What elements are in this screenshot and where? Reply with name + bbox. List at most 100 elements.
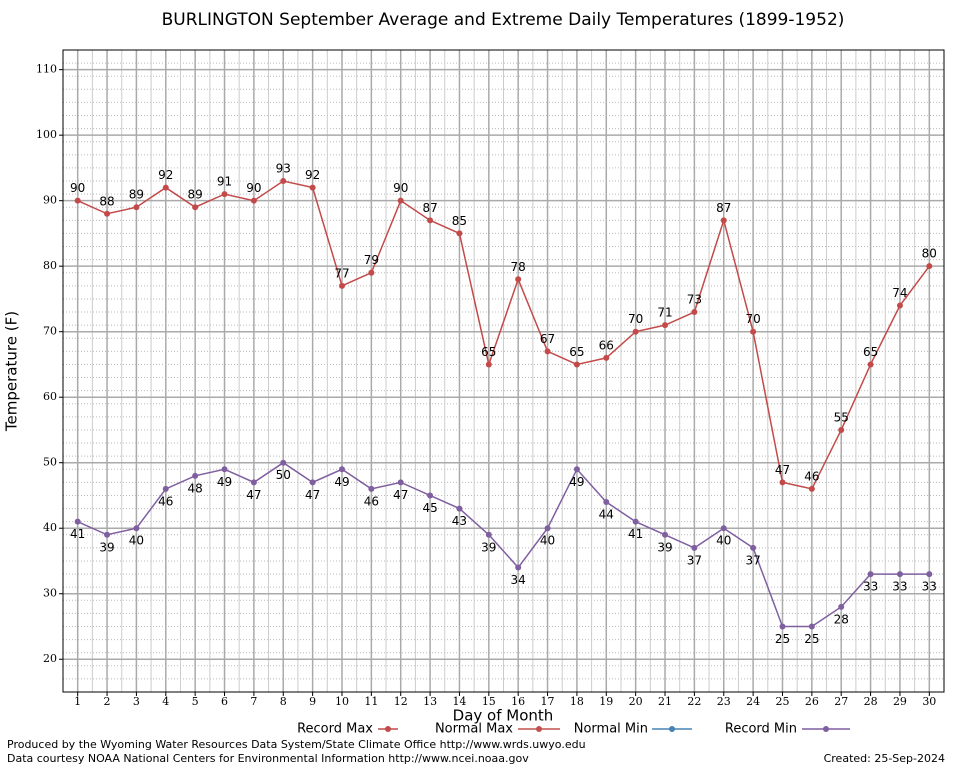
data-label: 74	[892, 286, 907, 300]
data-label: 45	[422, 501, 437, 515]
x-tick-label: 18	[570, 695, 584, 708]
x-tick-label: 22	[687, 695, 701, 708]
data-label: 39	[657, 540, 672, 554]
y-tick-label: 20	[43, 652, 57, 665]
x-tick-label: 14	[452, 695, 466, 708]
data-point	[74, 197, 81, 204]
x-tick-label: 21	[658, 695, 672, 708]
y-tick-label: 50	[43, 456, 57, 469]
x-tick-label: 13	[423, 695, 437, 708]
data-label: 88	[99, 194, 114, 208]
data-point	[926, 263, 933, 270]
footer: Created: 25-Sep-2024	[824, 752, 945, 765]
data-point	[309, 184, 316, 191]
data-label: 78	[511, 260, 526, 274]
data-label: 47	[393, 488, 408, 502]
data-label: 87	[716, 201, 731, 215]
data-point	[162, 485, 169, 492]
x-tick-label: 16	[511, 695, 525, 708]
data-label: 41	[628, 527, 643, 541]
data-point	[192, 204, 199, 211]
data-label: 48	[188, 481, 203, 495]
data-point	[338, 282, 345, 289]
data-label: 90	[246, 181, 261, 195]
data-point	[720, 217, 727, 224]
data-point	[397, 479, 404, 486]
data-label: 25	[804, 632, 819, 646]
data-label: 25	[775, 632, 790, 646]
data-point	[338, 466, 345, 473]
data-point	[133, 204, 140, 211]
y-axis-label: Temperature (F)	[3, 311, 21, 432]
x-tick-label: 8	[280, 695, 287, 708]
x-tick-label: 19	[599, 695, 613, 708]
series-line	[77, 461, 930, 628]
data-point	[427, 492, 434, 499]
data-point	[427, 217, 434, 224]
data-label: 39	[99, 540, 114, 554]
x-axis-label: Day of Month	[453, 707, 554, 725]
data-label: 92	[158, 168, 173, 182]
x-tick-label: 24	[746, 695, 760, 708]
data-label: 92	[305, 168, 320, 182]
data-label: 90	[393, 181, 408, 195]
data-point	[779, 623, 786, 630]
data-point	[603, 499, 610, 506]
data-point	[280, 178, 287, 185]
data-point	[573, 466, 580, 473]
data-point	[720, 525, 727, 532]
data-point	[691, 309, 698, 316]
data-label: 49	[569, 475, 584, 489]
data-label: 93	[276, 162, 291, 176]
legend-label: Record Max	[297, 722, 373, 737]
data-point	[867, 361, 874, 368]
legend-marker	[385, 726, 391, 732]
data-label: 37	[687, 553, 702, 567]
data-label: 47	[775, 463, 790, 477]
data-label: 33	[863, 580, 878, 594]
data-label: 41	[70, 527, 85, 541]
data-point	[691, 544, 698, 551]
y-tick-label: 90	[43, 194, 57, 207]
data-label: 65	[863, 345, 878, 359]
data-point	[632, 328, 639, 335]
data-point	[750, 328, 757, 335]
x-tick-label: 2	[104, 695, 111, 708]
data-point	[808, 623, 815, 630]
data-label: 47	[305, 488, 320, 502]
data-point	[662, 531, 669, 538]
x-tick-label: 6	[221, 695, 228, 708]
data-label: 37	[745, 553, 760, 567]
legend-marker	[823, 726, 829, 732]
y-tick-label: 30	[43, 587, 57, 600]
data-point	[104, 210, 111, 217]
data-label: 77	[334, 266, 349, 280]
data-point	[896, 302, 903, 309]
data-label: 90	[70, 181, 85, 195]
data-point	[456, 230, 463, 237]
data-label: 73	[687, 293, 702, 307]
data-point	[221, 466, 228, 473]
y-tick-label: 100	[36, 128, 57, 141]
data-point	[250, 197, 257, 204]
data-label: 50	[276, 468, 291, 482]
data-label: 46	[804, 469, 819, 483]
data-label: 33	[922, 580, 937, 594]
data-point	[867, 571, 874, 578]
data-point	[368, 269, 375, 276]
legend-label: Normal Max	[435, 722, 513, 737]
data-point	[485, 361, 492, 368]
data-point	[926, 571, 933, 578]
data-label: 44	[599, 508, 614, 522]
plot-frame	[62, 49, 945, 693]
data-label: 40	[129, 534, 144, 548]
data-label: 89	[188, 188, 203, 202]
data-point	[133, 525, 140, 532]
y-tick-label: 70	[43, 325, 57, 338]
data-point	[368, 485, 375, 492]
data-point	[309, 479, 316, 486]
footer: Data courtesy NOAA National Centers for …	[7, 752, 529, 765]
x-tick-label: 25	[775, 695, 789, 708]
data-label: 55	[834, 410, 849, 424]
